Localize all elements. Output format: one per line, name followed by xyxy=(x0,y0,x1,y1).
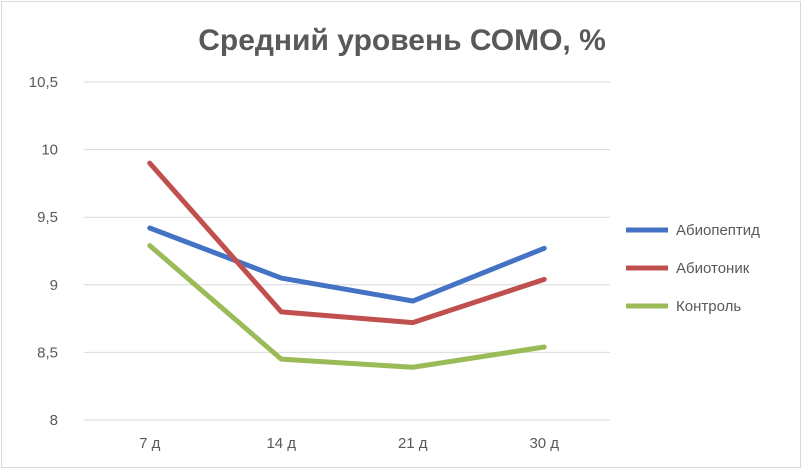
x-tick-label: 21 д xyxy=(398,435,428,452)
y-tick-label: 8,5 xyxy=(37,344,58,361)
legend-label: Контроль xyxy=(676,298,741,315)
legend-label: Абиопептид xyxy=(676,222,760,239)
y-tick-label: 9 xyxy=(50,277,58,294)
y-tick-label: 8 xyxy=(50,412,58,429)
y-tick-label: 9,5 xyxy=(37,209,58,226)
chart-title: Средний уровень СОМО, % xyxy=(198,24,606,57)
y-tick-label: 10 xyxy=(41,142,58,159)
y-tick-label: 10,5 xyxy=(29,74,58,91)
x-tick-label: 14 д xyxy=(266,435,296,452)
series-line xyxy=(147,225,547,304)
x-tick-label: 30 д xyxy=(529,435,559,452)
series-line xyxy=(147,160,547,326)
series-line xyxy=(147,243,547,370)
x-tick-label: 7 д xyxy=(139,435,161,452)
legend-label: Абиотоник xyxy=(676,260,750,277)
